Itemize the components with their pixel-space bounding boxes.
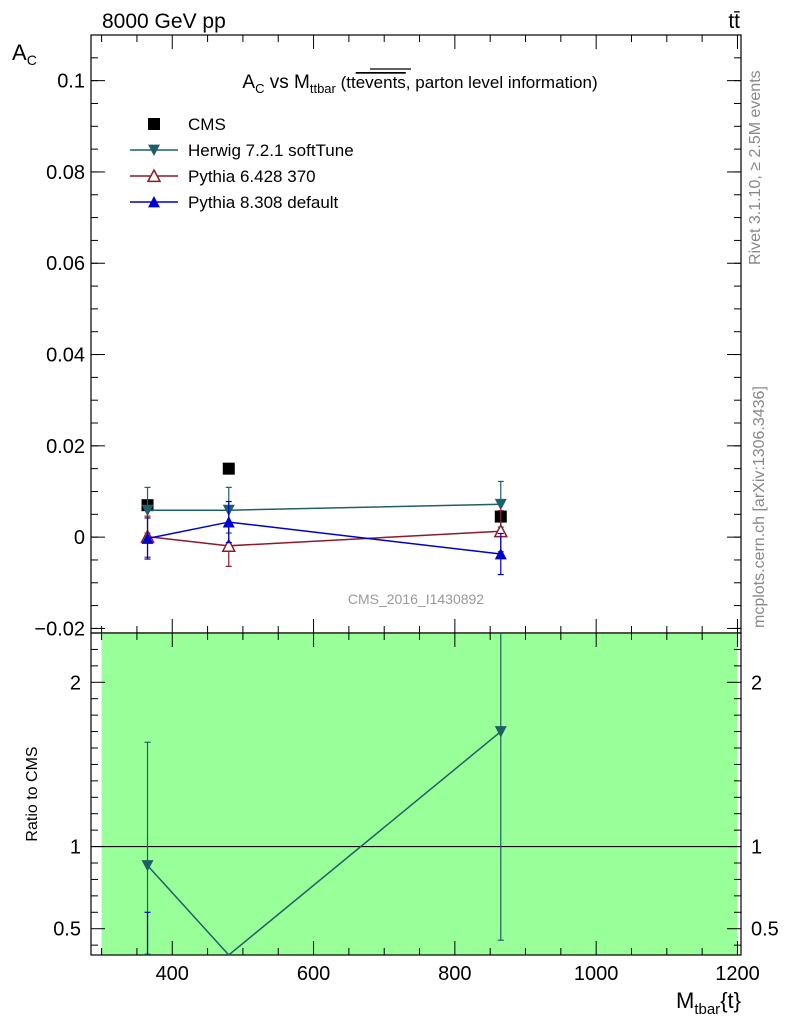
data-point <box>222 516 235 528</box>
ratio-xtick-label: 1200 <box>715 963 760 985</box>
data-point <box>141 532 154 544</box>
process-label: tt̄ <box>728 10 740 33</box>
ratio-ytick-label-right: 2 <box>751 672 762 694</box>
watermark: CMS_2016_I1430892 <box>348 591 484 607</box>
legend-entry: Pythia 6.428 370 <box>130 167 316 186</box>
main-ylabel: AC <box>12 40 37 68</box>
xlabel-xlabel-tail: {t} <box>720 988 741 1013</box>
xlabel-xlabel-main: M <box>676 988 694 1013</box>
ratio-ytick-label-right: 0.5 <box>751 919 779 941</box>
title-title-tail-a: (tt <box>336 73 356 92</box>
ratio-ytick-label: 2 <box>70 672 81 694</box>
main-ytick-label: 0.06 <box>46 253 85 275</box>
series-cms <box>141 462 507 523</box>
data-point <box>221 538 237 552</box>
series-line <box>147 521 501 555</box>
ratio-xtick-label: 800 <box>438 963 471 985</box>
main-ylabel-main: A <box>12 40 27 65</box>
legend-entry: Herwig 7.2.1 softTune <box>130 141 354 160</box>
ratio-point <box>494 726 507 738</box>
main-ylabel-sub: C <box>27 52 37 68</box>
legend-label: Pythia 8.308 default <box>188 193 339 212</box>
title-title-sub: C <box>255 81 264 96</box>
title-title-tail-b: events <box>356 73 406 92</box>
title-title-mid: vs M <box>264 72 309 93</box>
main-ytick-label: 0.1 <box>57 71 85 93</box>
rivet-label: Rivet 3.1.10, ≥ 2.5M events <box>747 70 764 265</box>
data-point <box>222 462 235 475</box>
data-point <box>141 504 154 517</box>
chart-title: AC vs Mttbar (ttevents, parton level inf… <box>242 72 597 96</box>
mcplots-label: mcplots.cern.ch [arXiv:1306.3436] <box>751 386 768 628</box>
legend-label: Herwig 7.2.1 softTune <box>188 141 354 160</box>
ratio-ytick-label: 0.5 <box>53 919 81 941</box>
series-pythia-6-428-370 <box>140 510 509 567</box>
ratio-line <box>146 730 502 957</box>
legend-marker <box>146 168 162 183</box>
cms-uncertainty-band <box>101 633 738 955</box>
title-title-sub2: ttbar <box>310 81 337 96</box>
ratio-panel: 0.5 0.5 1 1 2 2 400 600 800 1000 1200 Ratio to CMS M… <box>24 632 779 1018</box>
legend-marker <box>148 144 160 156</box>
main-ytick-label: −0.02 <box>34 618 85 640</box>
xlabel: Mtbar{t} <box>676 988 741 1018</box>
legend-entry: Pythia 8.308 default <box>130 193 339 212</box>
ratio-xtick-label: 1000 <box>574 963 619 985</box>
series-herwig-7-2-1-softtune <box>141 480 507 534</box>
title-title-main: A <box>242 72 255 93</box>
ratio-ylabel: Ratio to CMS <box>24 746 41 841</box>
main-ytick-label: 0.02 <box>46 436 85 458</box>
series-pythia-8-308-default <box>141 500 507 576</box>
ratio-xtick-label: 400 <box>156 963 189 985</box>
legend-label: CMS <box>188 115 226 134</box>
data-point <box>494 548 507 560</box>
xlabel-xlabel-sub: tbar <box>694 1001 720 1018</box>
ratio-frame <box>90 632 742 956</box>
title-title-tail-c: , parton level information) <box>406 73 598 92</box>
ratio-xtick-label: 600 <box>297 963 330 985</box>
ratio-ytick-label: 1 <box>70 837 81 859</box>
series-line <box>147 503 501 511</box>
energy-label: 8000 GeV pp <box>102 10 226 33</box>
ratio-series-pythia-8-308-default <box>144 911 151 955</box>
ratio-ytick-label-right: 1 <box>751 837 762 859</box>
legend-marker <box>148 118 160 130</box>
main-ytick-label: 0 <box>74 527 85 549</box>
legend-label: Pythia 6.428 370 <box>188 167 316 186</box>
legend-marker <box>148 196 160 208</box>
ratio-point <box>141 860 154 872</box>
main-ytick-label: 0.04 <box>46 345 85 367</box>
legend-entry: CMS <box>148 115 226 134</box>
data-point <box>494 498 507 511</box>
main-ytick-label: 0.08 <box>46 162 85 184</box>
